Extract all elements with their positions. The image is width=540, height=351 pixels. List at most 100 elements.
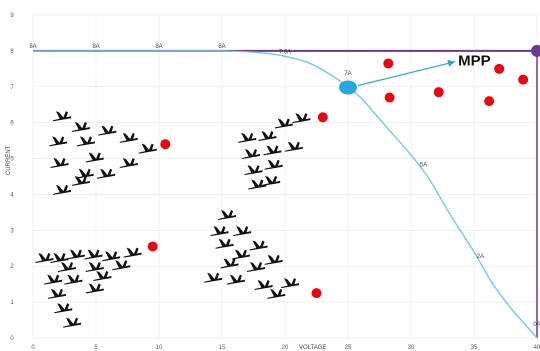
y-tick-label: 3 xyxy=(10,228,14,234)
bird-wing xyxy=(64,303,70,311)
red-point xyxy=(518,74,529,85)
bird-body xyxy=(274,123,293,129)
bird-wing xyxy=(53,253,62,262)
bird-wing xyxy=(207,272,216,281)
bird-icon xyxy=(85,262,104,273)
y-tick-label: 0 xyxy=(10,336,14,342)
bird-wing xyxy=(101,125,110,134)
bird-wing xyxy=(284,118,290,126)
bird-wing xyxy=(50,288,59,297)
bird-icon xyxy=(71,175,90,186)
bird-icon xyxy=(249,240,268,251)
bird-wing xyxy=(88,152,97,161)
bird-wing xyxy=(55,184,64,193)
x-tick-label: 20 xyxy=(282,345,289,351)
bird-icon xyxy=(244,165,263,176)
bird-body xyxy=(66,254,85,260)
bird-wing xyxy=(228,209,234,217)
bird-icon xyxy=(281,278,300,289)
bird-wing xyxy=(214,272,220,280)
mpp-label: MPP xyxy=(458,53,491,70)
bird-icon xyxy=(263,145,282,156)
bird-icon xyxy=(50,253,69,264)
bird-wing xyxy=(94,249,100,257)
bird-wing xyxy=(76,249,82,257)
bird-icon xyxy=(98,125,117,136)
x-tick-label: 0 xyxy=(31,345,35,351)
bird-icon xyxy=(284,141,303,152)
bird-wing xyxy=(105,251,114,260)
bird-wing xyxy=(229,274,238,283)
bird-icon xyxy=(226,274,245,285)
curve-point-label: 8A xyxy=(155,44,162,50)
bird-icon xyxy=(119,157,138,168)
y-tick-label: 9 xyxy=(10,13,14,19)
bird-icon xyxy=(52,184,71,195)
bird-wing xyxy=(47,274,56,283)
bird-wing xyxy=(122,132,131,141)
bird-wing xyxy=(148,143,154,151)
red-point xyxy=(160,139,171,150)
bird-wing xyxy=(79,136,88,145)
bird-wing xyxy=(62,111,68,119)
curve-point-label: 7A xyxy=(344,71,351,77)
bird-wing xyxy=(302,113,308,121)
bird-icon xyxy=(52,111,71,122)
bird-wing xyxy=(221,209,230,218)
bird-icon xyxy=(215,238,234,249)
bird-wing xyxy=(291,278,297,286)
bird-icon xyxy=(54,303,73,314)
bird-wing xyxy=(61,262,70,271)
bird-wing xyxy=(213,226,222,235)
red-point xyxy=(384,92,395,103)
red-point xyxy=(494,63,505,74)
bird-body xyxy=(47,293,66,299)
bird-wing xyxy=(230,258,236,266)
bird-wing xyxy=(248,132,254,140)
bird-body xyxy=(123,252,142,258)
bird-icon xyxy=(119,132,138,143)
bird-body xyxy=(238,137,257,143)
bird-wing xyxy=(81,175,87,183)
bird-icon xyxy=(84,249,103,260)
bird-wing xyxy=(261,131,270,140)
bird-wing xyxy=(95,152,101,160)
bird-icon xyxy=(258,131,277,142)
bird-wing xyxy=(225,238,231,246)
bird-icon xyxy=(66,249,85,260)
bird-wing xyxy=(85,168,91,176)
bird-wing xyxy=(267,254,276,263)
iv-curve-line xyxy=(33,50,538,339)
curve-labels: 8A 8A 8A 8A 7.8A 7A 5A 2A 0A xyxy=(29,44,540,328)
bird-body xyxy=(54,308,73,314)
bird-wing xyxy=(273,145,279,153)
iv-curve xyxy=(33,50,538,339)
bird-wing xyxy=(250,262,259,271)
bird-wing xyxy=(108,125,114,133)
bird-icon xyxy=(241,148,260,159)
bird-wing xyxy=(236,226,245,235)
bird-icon xyxy=(220,258,239,269)
bird-icon xyxy=(247,262,266,273)
bird-wing xyxy=(115,260,124,269)
bird-wing xyxy=(223,258,232,267)
bird-wing xyxy=(74,122,83,131)
bird-wing xyxy=(259,240,265,248)
bird-wing xyxy=(266,145,275,154)
bird-icon xyxy=(50,157,69,168)
bird-icon xyxy=(138,143,157,154)
bird-wing xyxy=(252,240,261,249)
bird-wing xyxy=(59,136,65,144)
mpp-arrow xyxy=(357,59,456,87)
bird-wing xyxy=(78,168,87,177)
y-tick-label: 2 xyxy=(10,264,14,270)
bird-icon xyxy=(64,274,83,285)
x-tick-label: 40 xyxy=(534,345,540,351)
curve-point-label: 0A xyxy=(533,322,540,328)
bird-wing xyxy=(81,122,87,130)
bird-icon xyxy=(238,132,257,143)
bird-wing xyxy=(103,270,109,278)
x-tick-label: 30 xyxy=(408,345,415,351)
bird-wing xyxy=(122,260,128,268)
x-tick-label: 25 xyxy=(345,345,352,351)
